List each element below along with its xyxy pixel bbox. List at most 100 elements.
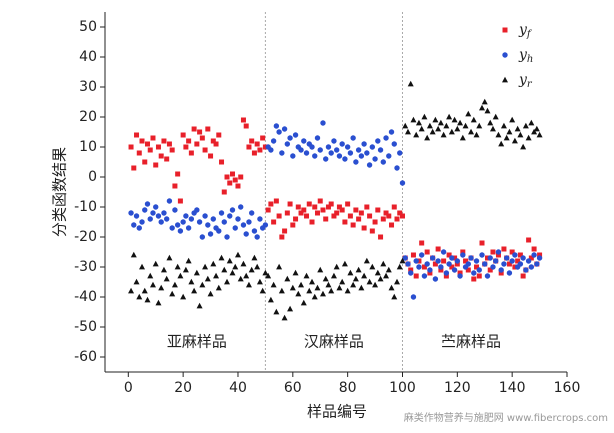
point	[218, 210, 225, 216]
point	[293, 216, 299, 222]
x-tick-label: 160	[554, 380, 581, 396]
point	[364, 204, 370, 210]
point	[238, 204, 244, 210]
point	[314, 284, 321, 291]
point	[503, 255, 510, 261]
point	[273, 308, 280, 315]
point	[333, 147, 340, 153]
point	[492, 113, 499, 120]
point	[161, 138, 167, 144]
point	[509, 116, 516, 123]
point	[210, 216, 217, 222]
point	[153, 204, 159, 210]
point	[210, 138, 216, 144]
point	[520, 273, 526, 279]
point	[273, 198, 279, 204]
point	[155, 213, 162, 219]
point	[204, 275, 211, 282]
point	[229, 207, 236, 213]
point	[177, 272, 184, 279]
point	[196, 302, 203, 309]
point	[465, 267, 471, 273]
point	[333, 263, 340, 270]
point	[164, 156, 170, 162]
point	[391, 204, 397, 210]
point	[180, 293, 187, 300]
point	[520, 255, 526, 261]
y-tick-label: -20	[74, 229, 97, 245]
point	[312, 204, 318, 210]
point	[432, 261, 438, 267]
point	[265, 272, 272, 279]
point	[375, 207, 381, 213]
point	[248, 266, 255, 273]
point	[221, 189, 227, 195]
point	[449, 255, 455, 261]
point	[424, 134, 431, 141]
point	[199, 234, 206, 240]
annotation: 苎麻样品	[441, 333, 501, 351]
point	[128, 210, 134, 216]
point	[287, 305, 294, 312]
y-tick-label: -50	[74, 319, 97, 335]
point	[183, 144, 189, 150]
point	[347, 213, 353, 219]
point	[471, 276, 477, 282]
point	[287, 135, 293, 141]
point	[281, 314, 288, 321]
point	[158, 284, 165, 291]
point	[243, 123, 249, 129]
point	[262, 222, 269, 228]
point	[380, 260, 387, 267]
point	[166, 254, 173, 261]
point	[377, 147, 384, 153]
point	[413, 131, 420, 138]
point	[216, 132, 222, 138]
point	[388, 284, 395, 291]
point	[484, 107, 491, 114]
point	[317, 198, 323, 204]
point	[227, 213, 233, 219]
point	[298, 281, 305, 288]
point	[517, 261, 524, 267]
point	[276, 129, 282, 135]
point	[276, 263, 283, 270]
point	[399, 257, 406, 264]
point	[416, 258, 422, 264]
point	[397, 210, 403, 216]
point	[443, 122, 450, 129]
point	[257, 216, 263, 222]
point	[144, 296, 151, 303]
point	[344, 287, 351, 294]
point	[334, 210, 340, 216]
point	[215, 284, 222, 291]
annotation: 汉麻样品	[304, 333, 364, 351]
point	[509, 249, 515, 255]
point	[449, 264, 455, 270]
point	[476, 273, 482, 279]
point	[328, 287, 335, 294]
point	[219, 159, 225, 165]
point	[451, 116, 458, 123]
point	[169, 147, 175, 153]
point	[372, 219, 378, 225]
x-tick-label: 60	[284, 380, 302, 396]
point	[166, 198, 173, 204]
point	[268, 147, 274, 153]
point	[128, 144, 134, 150]
y-tick-label: 10	[79, 139, 97, 155]
point	[213, 141, 219, 147]
point	[207, 231, 214, 237]
point	[487, 267, 493, 273]
point	[515, 258, 521, 264]
x-tick-label: 20	[174, 380, 192, 396]
point	[194, 207, 200, 213]
point	[180, 132, 186, 138]
point	[427, 270, 433, 276]
point	[525, 134, 532, 141]
point	[536, 255, 543, 261]
point	[448, 128, 455, 135]
point	[415, 119, 422, 126]
point	[295, 290, 302, 297]
annotation: 亚麻样品	[167, 333, 227, 351]
